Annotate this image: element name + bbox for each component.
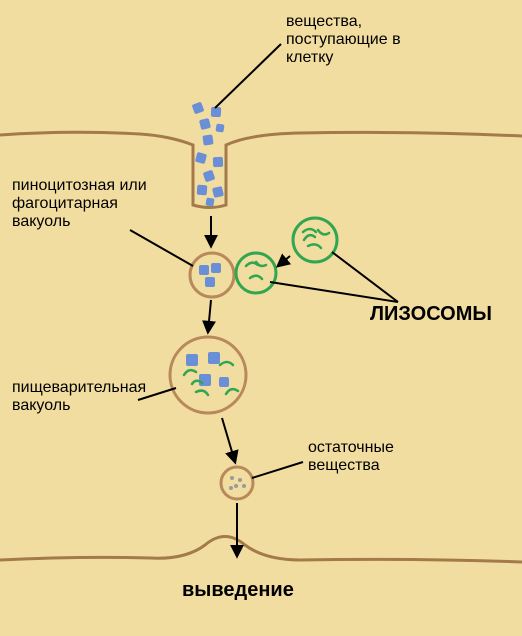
pino-particle <box>205 277 215 287</box>
residual-dot <box>242 484 246 488</box>
incoming-particle <box>205 197 214 206</box>
pino-particle <box>199 265 209 275</box>
residual-dot <box>238 478 242 482</box>
incoming-particle <box>197 185 208 196</box>
digestive-particle <box>208 352 220 364</box>
incoming-particle <box>202 134 213 145</box>
residual-dot <box>229 486 233 490</box>
pino-particle <box>211 263 221 273</box>
label-lyso: ЛИЗОСОМЫ <box>370 303 492 325</box>
pinocytic-vacuole <box>190 253 234 297</box>
incoming-particle <box>215 123 224 132</box>
lysosome-1 <box>236 253 276 293</box>
digestive-particle <box>219 377 229 387</box>
residual-dot <box>234 484 238 488</box>
residual-dot <box>230 476 234 480</box>
residual-body <box>221 467 253 499</box>
digestive-particle <box>199 374 211 386</box>
incoming-particle <box>213 157 223 167</box>
lysosome-2 <box>293 218 337 262</box>
digestive-particle <box>186 354 198 366</box>
label-excretion: выведение <box>182 579 294 601</box>
